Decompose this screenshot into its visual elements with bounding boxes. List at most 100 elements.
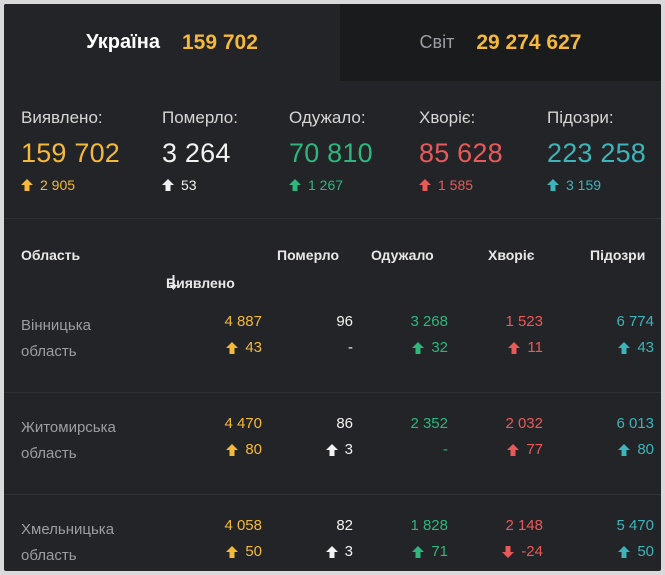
cell-sick: 2 148 [505,517,543,534]
arrow-up-icon [618,341,631,354]
region-name-line: область [21,343,77,360]
cell-detected-delta: 50 [226,543,262,560]
delta-value: 77 [526,441,543,458]
delta-value: - [348,339,353,356]
stat-label: Виявлено: [21,108,103,127]
arrow-up-icon [325,545,338,558]
delta-value: 32 [431,339,448,356]
delta-value: 43 [245,339,262,356]
arrow-up-icon [618,545,631,558]
cell-suspected: 5 470 [616,517,654,534]
arrow-up-icon [226,341,239,354]
delta-value: 43 [637,339,654,356]
cell-died-delta: 3 [325,543,353,560]
arrow-up-icon [325,443,338,456]
stat-delta-value: 53 [181,177,197,193]
tab-world-label: Світ [419,32,455,52]
tab-ukraine-label: Україна [86,31,160,53]
cell-recovered-delta: - [443,441,448,458]
delta-value: 11 [527,339,543,356]
cell-suspected-delta: 43 [618,339,654,356]
stat-delta: 3 159 [547,177,646,193]
stat-label: Померло: [162,108,238,127]
cell-suspected-delta: 80 [618,441,654,458]
cell-detected: 4 058 [224,517,262,534]
stat-detected: Виявлено: 159 702 2 905 [21,108,120,193]
stat-delta: 53 [162,177,238,193]
stat-value: 85 628 [419,138,503,168]
cell-detected-delta: 80 [226,441,262,458]
stat-delta: 2 905 [21,177,120,193]
cell-died-delta: 3 [325,441,353,458]
stat-value: 159 702 [21,138,120,168]
cell-recovered: 3 268 [410,313,448,330]
cell-detected: 4 887 [224,313,262,330]
header-sick[interactable]: Хворіє [488,247,535,263]
arrow-up-icon [508,341,521,354]
cell-died: 82 [336,517,353,534]
cell-died: 96 [336,313,353,330]
delta-value: 3 [344,441,353,458]
table-row[interactable]: Житомирська область 4 470 80 86 3 2 352 - 2 032 7… [4,393,661,495]
arrow-up-icon [412,341,425,354]
table-row[interactable]: Вінницька область 4 887 43 96 - 3 268 32 1 523 11… [4,291,661,393]
stat-value: 70 810 [289,138,373,168]
region-name-line: область [21,547,77,564]
cell-died: 86 [336,415,353,432]
delta-value: -24 [521,543,543,560]
table-row[interactable]: Хмельницька область 4 058 50 82 3 1 828 71 2 148… [4,495,661,571]
arrow-up-icon [547,179,559,191]
stat-label: Одужало: [289,108,366,127]
region-name-line: Житомирська [21,419,116,436]
cell-sick: 1 523 [505,313,543,330]
delta-value: - [443,441,448,458]
arrow-up-icon [289,179,301,191]
stat-delta: 1 585 [419,177,503,193]
stat-delta-value: 1 267 [308,177,344,193]
region-name: Хмельницька область [21,517,151,569]
stat-value: 223 258 [547,138,646,168]
delta-value: 3 [344,543,353,560]
stat-label: Підозри: [547,108,614,127]
region-name: Житомирська область [21,415,151,467]
tabs: Україна 159 702 Світ 29 274 627 [4,4,661,81]
stat-recovered: Одужало: 70 810 1 267 [289,108,373,193]
tab-ukraine[interactable]: Україна 159 702 [4,4,340,81]
stat-label: Хворіє: [419,108,476,127]
cell-sick: 2 032 [505,415,543,432]
cell-died-delta: - [348,339,353,356]
delta-value: 50 [245,543,262,560]
cell-sick-delta: 11 [508,339,543,356]
cell-recovered: 1 828 [410,517,448,534]
arrow-up-icon [226,443,239,456]
table-header: Область Виявлено Померло Одужало Хворіє … [4,219,661,291]
tab-world[interactable]: Світ 29 274 627 [340,4,661,81]
header-region[interactable]: Область [21,247,81,263]
sort-down-icon [169,275,178,290]
stat-died: Померло: 3 264 53 [162,108,238,193]
cell-sick-delta: 77 [507,441,543,458]
stat-delta: 1 267 [289,177,373,193]
header-recovered[interactable]: Одужало [371,247,434,263]
cell-recovered-delta: 71 [412,543,448,560]
stat-delta-value: 2 905 [40,177,76,193]
stats-panel: Україна 159 702 Світ 29 274 627 Виявлено… [4,4,661,571]
stat-value: 3 264 [162,138,231,168]
cell-suspected: 6 013 [616,415,654,432]
regions-table: Область Виявлено Померло Одужало Хворіє … [4,219,661,571]
cell-sick-delta: -24 [502,543,543,560]
stat-suspected: Підозри: 223 258 3 159 [547,108,646,193]
delta-value: 80 [245,441,262,458]
delta-value: 71 [431,543,448,560]
region-name: Вінницька область [21,313,151,365]
arrow-down-icon [502,545,515,558]
delta-value: 80 [637,441,654,458]
arrow-up-icon [162,179,174,191]
header-died[interactable]: Померло [277,247,340,263]
stat-sick: Хворіє: 85 628 1 585 [419,108,503,193]
arrow-up-icon [419,179,431,191]
header-suspected[interactable]: Підозри [590,247,646,263]
arrow-up-icon [412,545,425,558]
cell-recovered-delta: 32 [412,339,448,356]
arrow-up-icon [507,443,520,456]
